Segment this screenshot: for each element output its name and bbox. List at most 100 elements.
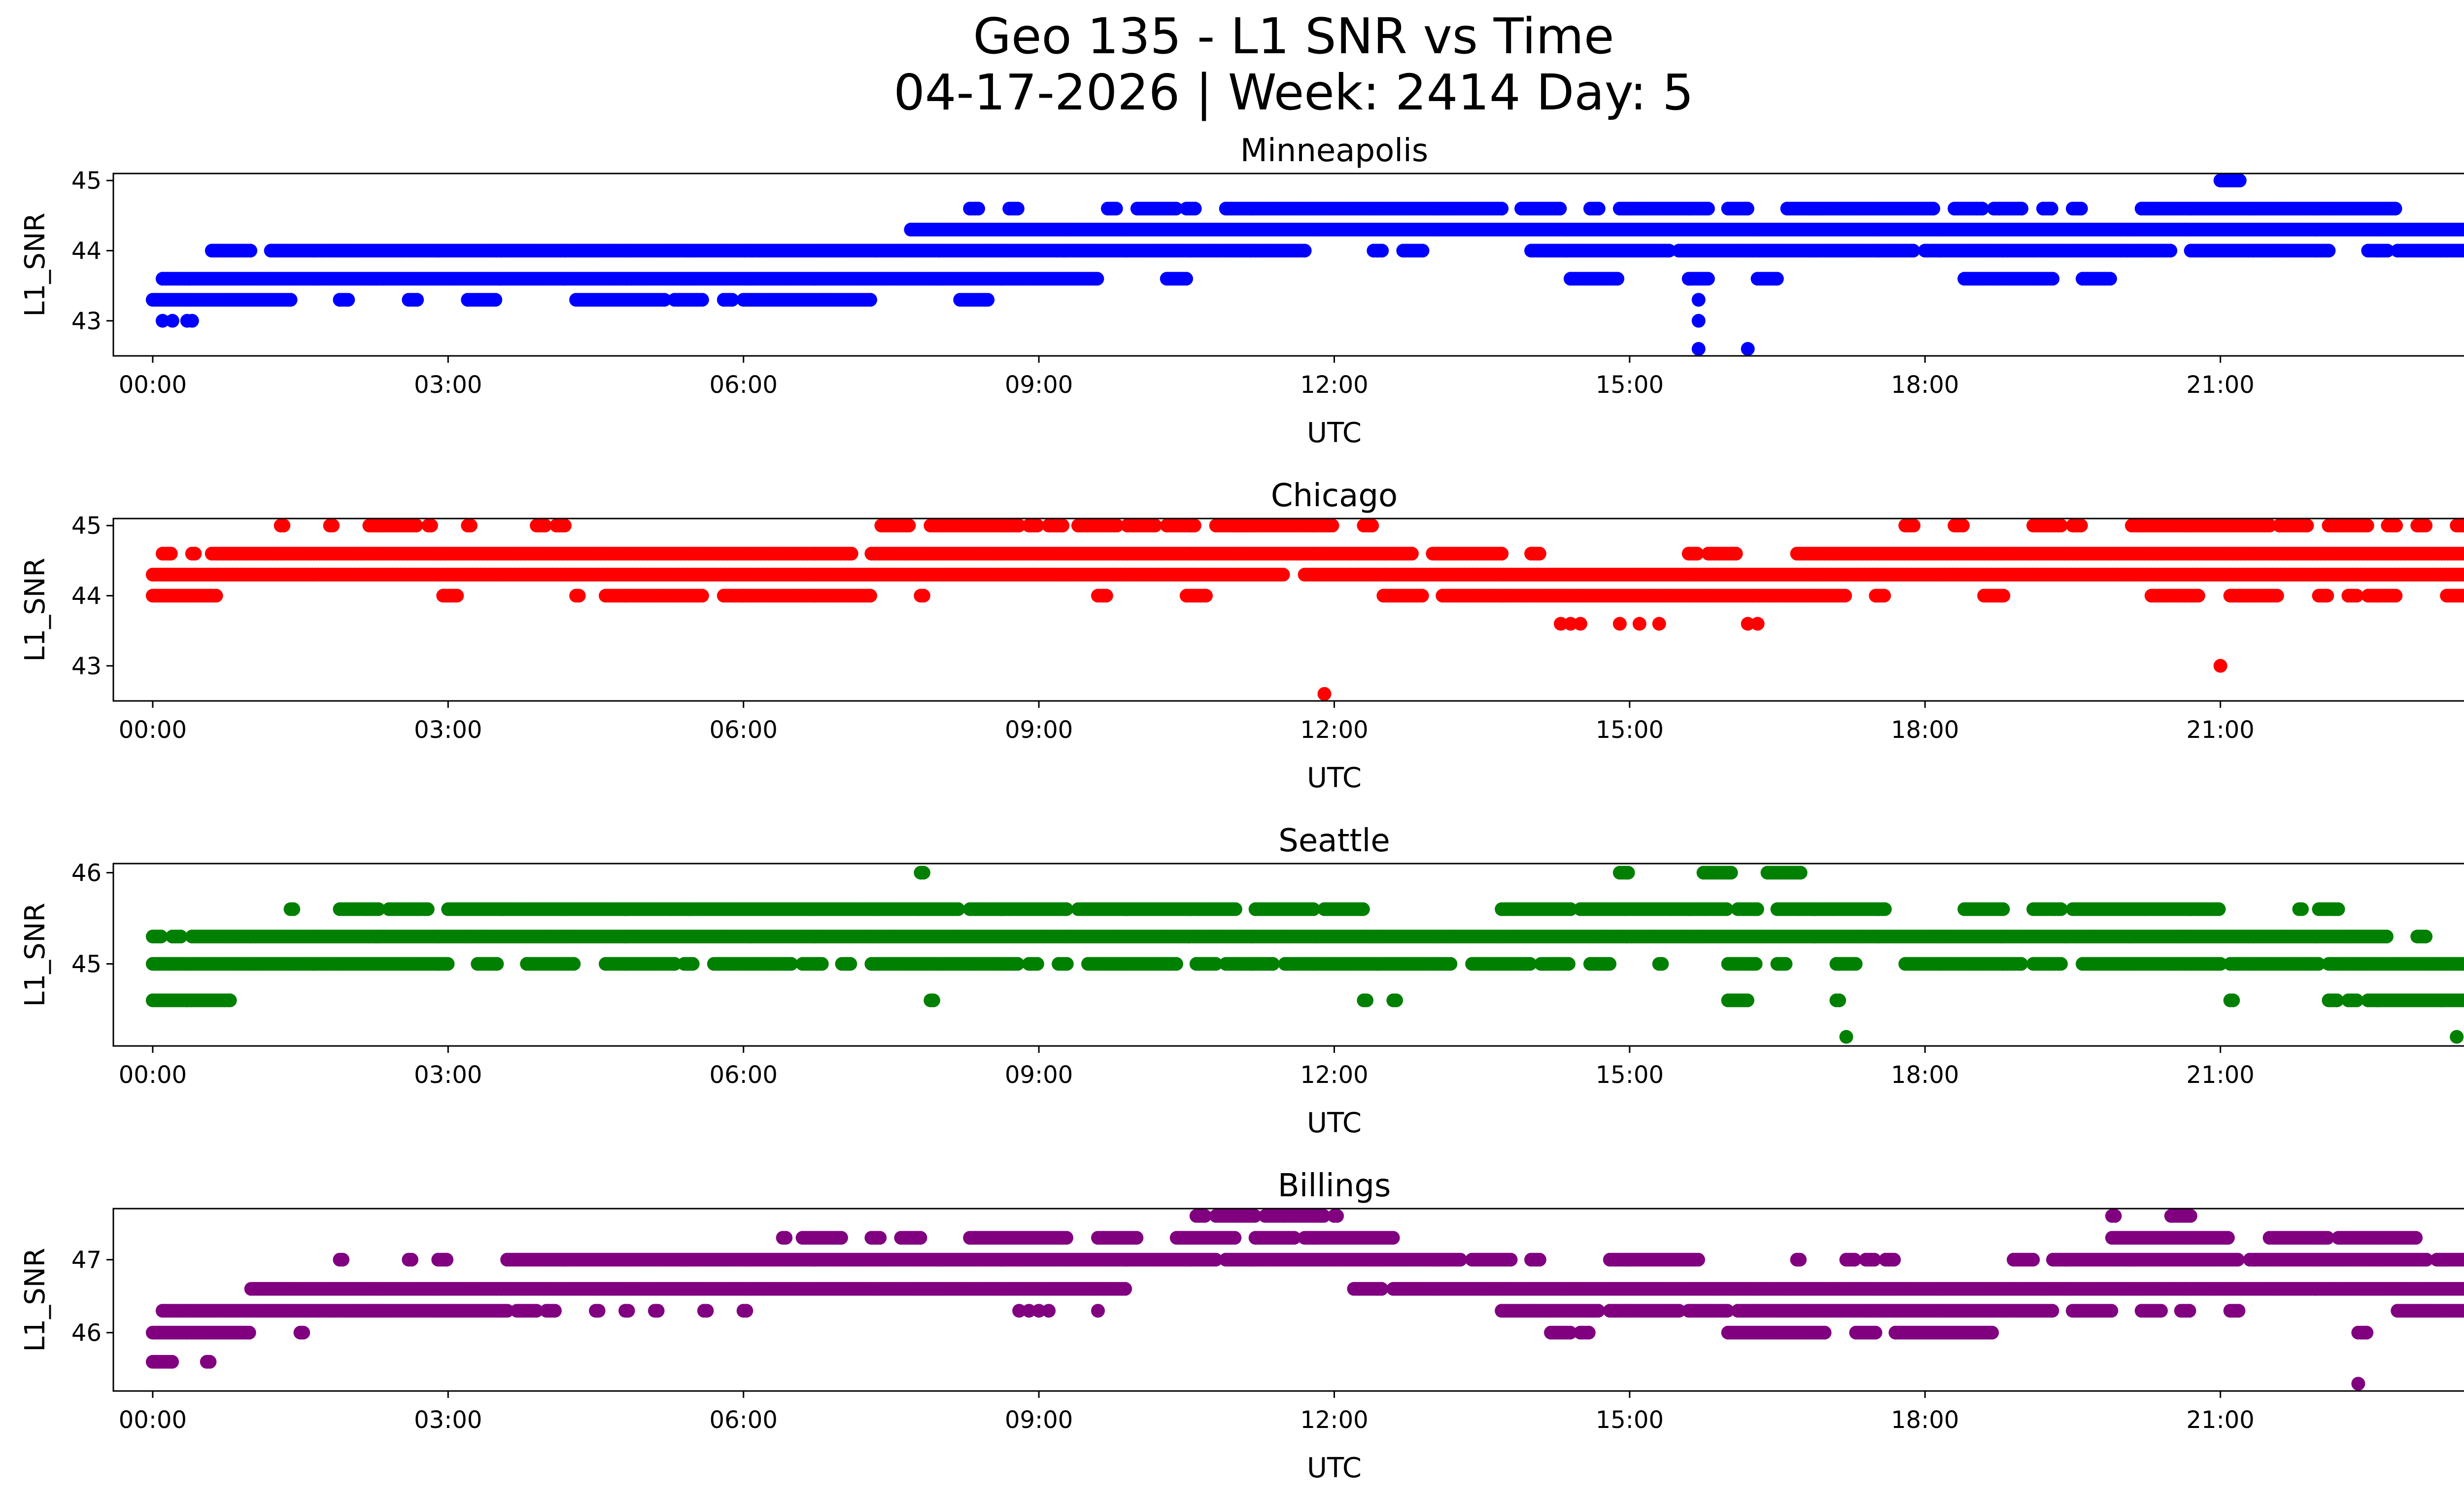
minneapolis-subplot-title: Minneapolis (1240, 133, 1428, 169)
chicago-data-point (1404, 547, 1419, 561)
minneapolis-data-point (981, 293, 995, 307)
chicago-data-point (1199, 589, 1213, 603)
minneapolis-data-point (1662, 243, 1676, 258)
minneapolis-data-point (165, 313, 179, 328)
chicago-data-point (1956, 519, 1970, 533)
minneapolis-data-point (1109, 202, 1123, 216)
minneapolis-data-point (1415, 243, 1430, 258)
minneapolis-y-tick-label: 45 (71, 167, 102, 195)
minneapolis-data-point (1975, 202, 1989, 216)
chicago-data-point (2320, 589, 2334, 603)
seattle-x-axis-label: UTC (1307, 1107, 1362, 1139)
chicago-x-tick-label: 03:00 (414, 716, 482, 744)
minneapolis-data-point (1010, 202, 1025, 216)
figure-title-line2: 04-17-2026 | Week: 2414 Day: 5 (893, 64, 1693, 121)
chicago-data-point (2419, 519, 2433, 533)
minneapolis-data-point (1610, 272, 1625, 286)
chicago-data-point (2389, 589, 2403, 603)
chicago-data-point (2360, 519, 2374, 533)
minneapolis-data-point (2232, 174, 2247, 188)
minneapolis-data-point (1090, 272, 1104, 286)
chicago-x-tick-label: 00:00 (119, 716, 187, 744)
chicago-data-point (572, 589, 586, 603)
chicago-y-axis-label: L1_SNR (19, 557, 51, 661)
minneapolis-data-point (971, 202, 985, 216)
seattle-data-point (1360, 993, 1373, 1008)
chicago-x-tick-label: 15:00 (1596, 716, 1664, 744)
minneapolis-y-axis-label: L1_SNR (19, 212, 51, 316)
chicago-data-point (326, 519, 340, 533)
minneapolis-data-point (695, 293, 709, 307)
minneapolis-data-point (2015, 202, 2029, 216)
chicago-data-point (916, 589, 930, 603)
minneapolis-data-point (2322, 243, 2336, 258)
minneapolis-data-points (145, 174, 2464, 356)
chicago-data-point (2191, 589, 2205, 603)
minneapolis-data-point (1740, 202, 1754, 216)
chicago-data-point (188, 547, 202, 561)
minneapolis-data-point (341, 293, 355, 307)
subplot-panels: Minneapolis UTC L1_SNR 00:00 03:00 06:00 09:00… (19, 133, 2464, 1484)
seattle-data-point (1832, 993, 1847, 1008)
minneapolis-y-tick-label: 44 (71, 238, 102, 265)
minneapolis-data-point (2103, 272, 2117, 286)
minneapolis-data-point (1495, 202, 1509, 216)
minneapolis-data-point (1691, 342, 1706, 356)
minneapolis-x-tick-label: 06:00 (710, 371, 778, 399)
minneapolis-x-tick-label: 21:00 (2187, 371, 2255, 399)
chicago-y-tick-label: 44 (71, 583, 102, 610)
minneapolis-x-tick-label: 15:00 (1596, 371, 1664, 399)
chicago-data-point (1317, 687, 1332, 701)
minneapolis-data-point (657, 293, 672, 307)
seattle-data-point (843, 957, 857, 971)
minneapolis-y-tick-label: 43 (71, 308, 102, 335)
chicago-data-point (463, 519, 478, 533)
minneapolis-data-point (1691, 313, 1706, 328)
chicago-data-point (1056, 519, 1070, 533)
minneapolis-data-point (243, 243, 258, 258)
chicago-data-point (1415, 589, 1429, 603)
minneapolis-data-point (863, 293, 877, 307)
chicago-data-point (1532, 547, 1546, 561)
minneapolis-data-point (1375, 243, 1389, 258)
minneapolis-data-point (185, 313, 199, 328)
chicago-data-point (1276, 567, 1290, 582)
minneapolis-x-tick-label: 03:00 (414, 371, 482, 399)
chicago-subplot-title: Chicago (1271, 478, 1398, 514)
chicago-data-point (2074, 519, 2088, 533)
chicago-x-tick-label: 12:00 (1300, 716, 1368, 744)
chicago-data-point (844, 547, 858, 561)
minneapolis-x-tick-label: 09:00 (1005, 371, 1073, 399)
minneapolis-data-point (1691, 293, 1706, 307)
seattle-data-point (2226, 993, 2240, 1008)
chicago-data-point (2213, 659, 2227, 673)
chicago-data-point (1148, 519, 1162, 533)
seattle-data-point (441, 957, 455, 971)
minneapolis-data-point (2462, 246, 2464, 255)
minneapolis-data-point (488, 293, 503, 307)
chicago-data-point (695, 589, 709, 603)
seattle-data-point (567, 957, 581, 971)
minneapolis-data-point (1701, 202, 1715, 216)
seattle-data-point (1740, 993, 1754, 1008)
minneapolis-data-point (283, 293, 298, 307)
chicago-data-point (1632, 617, 1646, 631)
seattle-subplot-title: Seattle (1278, 823, 1390, 859)
chicago-data-point (902, 519, 916, 533)
seattle-data-point (685, 957, 700, 971)
seattle-data-point (815, 957, 829, 971)
chicago-data-point (2054, 519, 2068, 533)
chicago-data-point (557, 519, 572, 533)
minneapolis-data-point (725, 293, 739, 307)
chicago-data-point (1365, 519, 1379, 533)
minneapolis-data-point (1591, 202, 1606, 216)
chicago-data-point (1877, 589, 1891, 603)
minneapolis-data-point (2046, 272, 2060, 286)
seattle-data-point (1389, 993, 1403, 1008)
minneapolis-plot-area (113, 174, 2464, 356)
minneapolis-data-point (2388, 202, 2402, 216)
minneapolis-x-tick-label: 18:00 (1891, 371, 1959, 399)
minneapolis-x-tick-label: 00:00 (119, 371, 187, 399)
chicago-data-point (1838, 589, 1852, 603)
